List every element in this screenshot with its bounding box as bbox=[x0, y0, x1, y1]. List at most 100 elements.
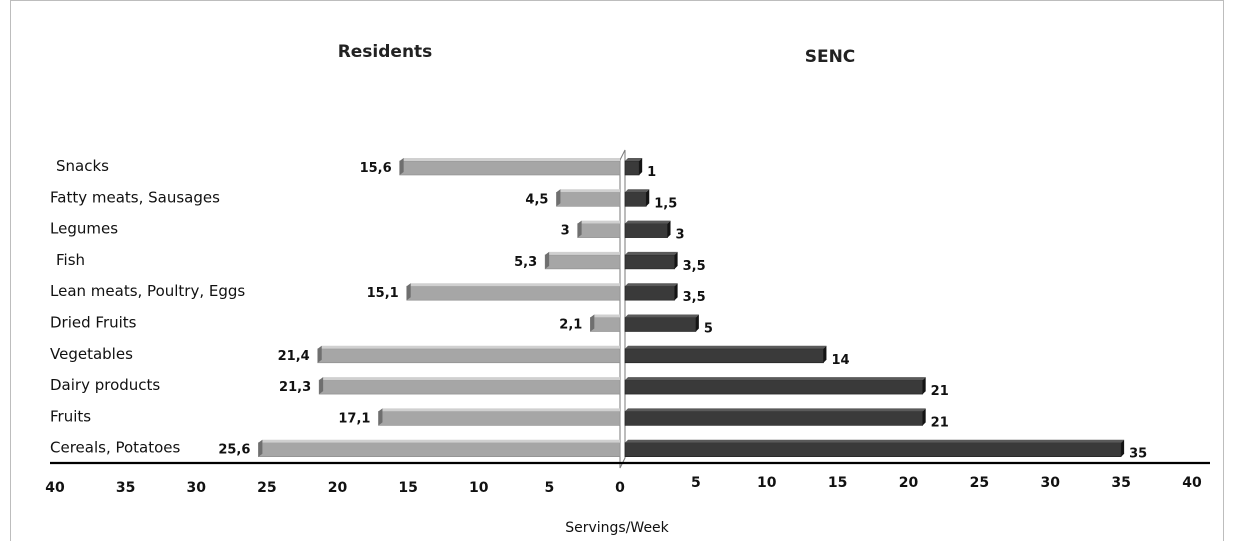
data-label-residents-fatty-meats-sausages: 4,5 bbox=[525, 192, 548, 207]
bar-top-senc-fish bbox=[625, 251, 678, 255]
category-label-dried-fruits: Dried Fruits bbox=[50, 314, 137, 332]
bar-side-senc-dairy-products bbox=[922, 377, 926, 395]
bar-senc-fish bbox=[624, 254, 675, 270]
bar-senc-snacks bbox=[624, 160, 640, 176]
x-tick-left-5: 5 bbox=[545, 480, 555, 496]
bar-senc-cereals-potatoes bbox=[624, 442, 1122, 458]
bar-residents-lean-meats-poultry-eggs bbox=[406, 285, 621, 301]
bar-top-senc-snacks bbox=[625, 158, 643, 161]
bar-side-residents-dairy-products bbox=[319, 377, 324, 395]
panel-title-residents: Residents bbox=[338, 42, 433, 62]
bar-top-senc-lean-meats-poultry-eggs bbox=[625, 283, 678, 287]
data-label-residents-fish: 5,3 bbox=[514, 255, 537, 270]
x-tick-right-35: 35 bbox=[1111, 475, 1130, 491]
bar-top-senc-fatty-meats-sausages bbox=[625, 189, 650, 193]
bar-residents-fish bbox=[544, 254, 621, 270]
bar-residents-dairy-products bbox=[318, 379, 621, 395]
data-label-residents-fruits: 17,1 bbox=[338, 411, 370, 426]
bar-side-senc-snacks bbox=[639, 158, 643, 175]
data-label-residents-dairy-products: 21,3 bbox=[279, 380, 311, 395]
bar-top-residents-cereals-potatoes bbox=[258, 439, 620, 443]
bar-top-residents-vegetables bbox=[317, 345, 620, 349]
bar-side-senc-vegetables bbox=[823, 345, 827, 363]
bar-top-senc-dairy-products bbox=[625, 377, 926, 381]
category-label-fatty-meats-sausages: Fatty meats, Sausages bbox=[50, 188, 220, 206]
bar-residents-legumes bbox=[577, 223, 621, 238]
bar-side-residents-cereals-potatoes bbox=[258, 439, 263, 457]
x-tick-left-10: 10 bbox=[469, 480, 489, 496]
x-tick-right-20: 20 bbox=[899, 475, 919, 491]
category-label-dairy-products: Dairy products bbox=[50, 376, 160, 394]
data-label-senc-dried-fruits: 5 bbox=[704, 322, 713, 337]
x-tick-left-30: 30 bbox=[187, 480, 207, 496]
x-tick-left-25: 25 bbox=[257, 480, 276, 496]
bar-top-senc-dried-fruits bbox=[625, 314, 699, 318]
data-label-senc-snacks: 1 bbox=[647, 165, 656, 180]
category-label-cereals-potatoes: Cereals, Potatoes bbox=[50, 439, 181, 457]
bar-side-residents-dried-fruits bbox=[590, 314, 595, 332]
bar-residents-snacks bbox=[399, 160, 621, 176]
bar-top-senc-fruits bbox=[625, 408, 926, 412]
panel-title-senc: SENC bbox=[805, 47, 856, 67]
bar-top-residents-snacks bbox=[399, 158, 620, 161]
category-label-snacks: Snacks bbox=[56, 157, 109, 175]
data-label-senc-cereals-potatoes: 35 bbox=[1129, 447, 1147, 462]
x-tick-right-15: 15 bbox=[828, 475, 847, 491]
bar-top-residents-dairy-products bbox=[319, 377, 620, 381]
bar-residents-fruits bbox=[378, 411, 621, 426]
bar-top-residents-lean-meats-poultry-eggs bbox=[406, 283, 620, 287]
bar-residents-dried-fruits bbox=[590, 317, 621, 332]
bar-side-senc-cereals-potatoes bbox=[1121, 439, 1125, 457]
center-divider bbox=[619, 149, 626, 469]
bar-side-senc-legumes bbox=[667, 220, 671, 238]
bar-side-senc-dried-fruits bbox=[695, 314, 699, 332]
bar-top-residents-fish bbox=[545, 251, 620, 255]
data-label-senc-vegetables: 14 bbox=[831, 353, 849, 368]
x-tick-left-40: 40 bbox=[45, 480, 65, 496]
data-label-residents-vegetables: 21,4 bbox=[278, 349, 310, 364]
x-axis-label: Servings/Week bbox=[565, 520, 669, 536]
data-label-senc-fatty-meats-sausages: 1,5 bbox=[654, 196, 677, 211]
bar-side-senc-fish bbox=[674, 251, 678, 269]
data-label-residents-lean-meats-poultry-eggs: 15,1 bbox=[367, 286, 399, 301]
bar-top-residents-legumes bbox=[577, 220, 620, 224]
data-label-senc-lean-meats-poultry-eggs: 3,5 bbox=[683, 290, 706, 305]
bar-top-residents-dried-fruits bbox=[590, 314, 620, 318]
bar-side-senc-fruits bbox=[922, 408, 926, 426]
chart-frame bbox=[10, 0, 1224, 541]
bar-senc-fatty-meats-sausages bbox=[624, 192, 647, 207]
bar-residents-cereals-potatoes bbox=[258, 442, 621, 458]
bar-side-residents-snacks bbox=[399, 158, 404, 175]
bar-residents-fatty-meats-sausages bbox=[556, 192, 621, 207]
bar-top-residents-fatty-meats-sausages bbox=[556, 189, 620, 193]
bar-top-senc-vegetables bbox=[625, 345, 827, 349]
data-label-residents-snacks: 15,6 bbox=[360, 161, 392, 176]
data-label-senc-legumes: 3 bbox=[676, 228, 685, 243]
bar-senc-lean-meats-poultry-eggs bbox=[624, 285, 675, 301]
bar-senc-fruits bbox=[624, 411, 923, 426]
bar-side-residents-fish bbox=[545, 251, 550, 269]
x-tick-right-25: 25 bbox=[970, 475, 989, 491]
bar-side-residents-fatty-meats-sausages bbox=[556, 189, 561, 207]
category-label-fish: Fish bbox=[56, 251, 85, 269]
category-label-fruits: Fruits bbox=[50, 407, 91, 425]
category-label-legumes: Legumes bbox=[50, 220, 118, 238]
bar-top-residents-fruits bbox=[378, 408, 620, 412]
bar-side-residents-lean-meats-poultry-eggs bbox=[406, 283, 411, 301]
bar-side-senc-lean-meats-poultry-eggs bbox=[674, 283, 678, 301]
bar-side-senc-fatty-meats-sausages bbox=[646, 189, 650, 207]
category-label-vegetables: Vegetables bbox=[50, 345, 133, 363]
bar-top-senc-cereals-potatoes bbox=[625, 439, 1125, 443]
data-label-residents-dried-fruits: 2,1 bbox=[559, 318, 582, 333]
bar-residents-vegetables bbox=[317, 348, 621, 364]
data-label-residents-legumes: 3 bbox=[561, 224, 570, 239]
x-tick-right-5: 5 bbox=[691, 475, 701, 491]
category-label-lean-meats-poultry-eggs: Lean meats, Poultry, Eggs bbox=[50, 282, 245, 300]
data-label-senc-dairy-products: 21 bbox=[931, 384, 949, 399]
x-tick-left-20: 20 bbox=[328, 480, 348, 496]
x-tick-left-0: 0 bbox=[615, 480, 625, 496]
x-tick-right-40: 40 bbox=[1182, 475, 1202, 491]
bar-senc-vegetables bbox=[624, 348, 824, 364]
data-label-senc-fruits: 21 bbox=[931, 415, 949, 430]
x-tick-right-30: 30 bbox=[1041, 475, 1061, 491]
